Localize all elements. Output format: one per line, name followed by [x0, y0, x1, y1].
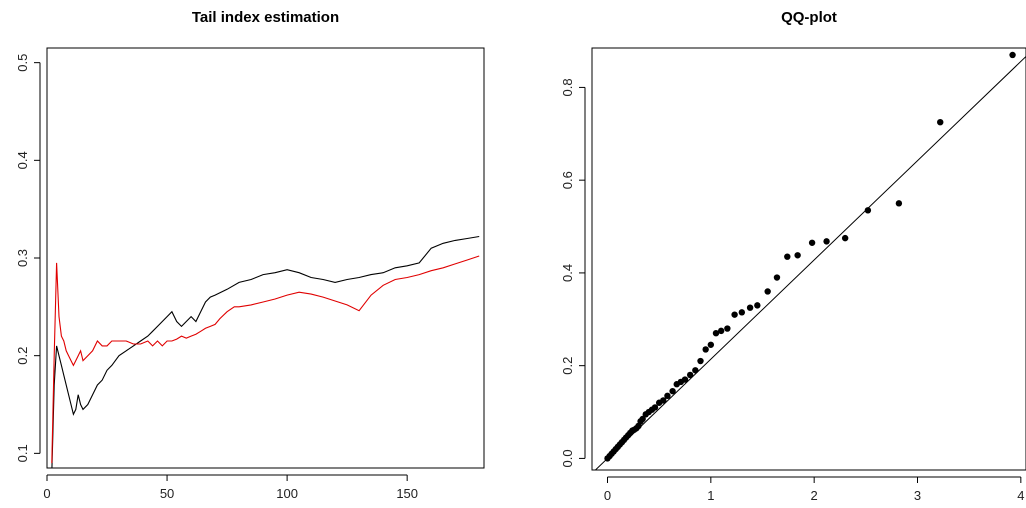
series-line-red — [51, 255, 480, 464]
qq-point — [664, 392, 671, 400]
qq-point — [864, 207, 872, 214]
qq-point — [639, 415, 646, 423]
series-line-black — [51, 235, 480, 468]
qq-point — [724, 325, 731, 332]
y-tick-label: 0.2 — [560, 357, 575, 375]
qq-point — [937, 118, 944, 126]
x-tick-label: 150 — [396, 486, 418, 501]
qq-point — [823, 238, 830, 245]
qq-point — [669, 387, 676, 395]
qq-point — [681, 376, 689, 383]
qq-point — [686, 371, 694, 379]
reference-line — [594, 56, 1026, 470]
chart-title: QQ-plot — [781, 9, 837, 26]
chart-title: Tail index estimation — [192, 9, 339, 26]
tail-index-chart: Tail index estimation 0 50 100 150 0.1 0.2 0.3 0… — [15, 9, 485, 501]
y-tick-label: 0.8 — [560, 78, 575, 96]
qq-point — [784, 253, 791, 260]
qq-point — [746, 304, 754, 311]
qq-point — [707, 341, 715, 348]
qq-point — [1009, 51, 1016, 59]
x-tick-label: 4 — [1017, 488, 1024, 503]
qq-point — [738, 309, 746, 316]
y-tick-label: 0.2 — [15, 347, 30, 365]
x-tick-label: 3 — [914, 488, 921, 503]
plot-frame — [46, 47, 485, 469]
qq-point — [794, 252, 801, 259]
qq-point — [692, 367, 699, 374]
qq-point — [660, 397, 667, 404]
qq-point — [731, 311, 738, 318]
plot-frame — [591, 47, 1026, 471]
qq-point — [754, 302, 761, 309]
y-tick-label: 0.1 — [15, 444, 30, 462]
x-tick-label: 0 — [43, 486, 50, 501]
y-tick-label: 0.4 — [560, 264, 575, 282]
qq-point — [773, 274, 781, 281]
x-tick-label: 2 — [811, 488, 818, 503]
x-tick-label: 1 — [707, 488, 714, 503]
qq-point — [808, 239, 816, 246]
qq-point — [702, 346, 709, 353]
qq-point — [697, 357, 704, 365]
y-tick-label: 0.3 — [15, 249, 30, 267]
y-tick-label: 0.6 — [560, 171, 575, 189]
x-tick-label: 0 — [604, 488, 611, 503]
qq-point — [895, 200, 903, 207]
y-tick-label: 0.4 — [15, 151, 30, 169]
qq-plot-chart: QQ-plot 0 1 2 3 4 0.0 0.2 0.4 0.6 0.8 — [560, 9, 1026, 503]
y-tick-label: 0.5 — [15, 54, 30, 72]
qq-point — [651, 404, 659, 411]
x-tick-label: 50 — [160, 486, 174, 501]
x-tick-label: 100 — [276, 486, 298, 501]
y-tick-label: 0.0 — [560, 449, 575, 467]
qq-point — [717, 327, 725, 335]
qq-point — [841, 234, 849, 242]
qq-point — [712, 329, 720, 337]
qq-point — [764, 288, 771, 295]
